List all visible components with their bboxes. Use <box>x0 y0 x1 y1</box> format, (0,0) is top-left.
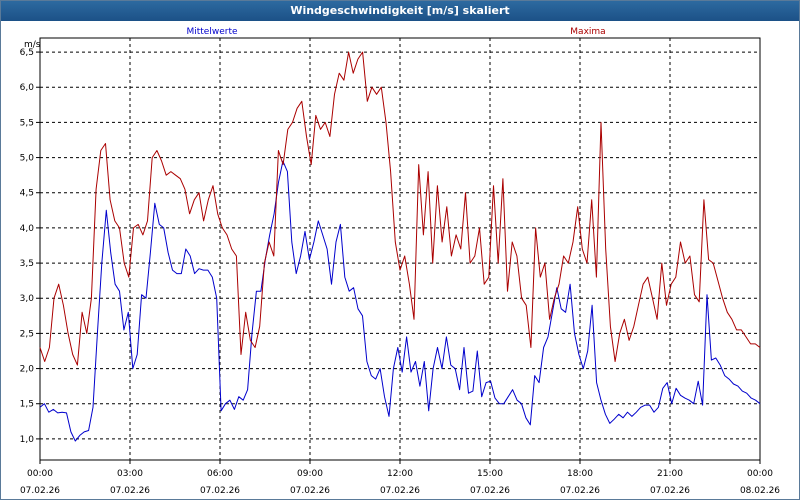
x-tick-date-label: 07.02.26 <box>470 486 510 496</box>
x-tick-date-label: 07.02.26 <box>650 486 690 496</box>
grid <box>40 38 760 460</box>
legend-maxima: Maxima <box>570 27 605 37</box>
y-tick-label: 1,5 <box>20 400 34 410</box>
x-tick-time-label: 21:00 <box>657 469 683 479</box>
x-tick-date-label: 07.02.26 <box>380 486 420 496</box>
y-tick-label: 3,0 <box>20 294 35 304</box>
y-axis-label: m/s <box>24 40 41 50</box>
series-line-mittelwerte <box>39 160 761 442</box>
x-tick-date-label: 07.02.26 <box>20 486 60 496</box>
y-tick-label: 4,5 <box>20 189 34 199</box>
series-line-maxima <box>39 51 761 366</box>
x-tick-time-label: 00:00 <box>747 469 773 479</box>
y-tick-label: 3,5 <box>20 259 34 269</box>
y-tick-label: 6,5 <box>20 48 34 58</box>
legend-mittelwerte: Mittelwerte <box>186 27 237 37</box>
x-tick-time-label: 18:00 <box>567 469 593 479</box>
x-tick-date-label: 07.02.26 <box>560 486 600 496</box>
y-tick-label: 4,0 <box>20 224 35 234</box>
x-tick-time-label: 12:00 <box>387 469 413 479</box>
y-tick-label: 2,0 <box>20 365 35 375</box>
x-tick-time-label: 06:00 <box>207 469 233 479</box>
x-tick-date-label: 07.02.26 <box>110 486 150 496</box>
x-tick-time-label: 09:00 <box>297 469 323 479</box>
chart-title: Windgeschwindigkeit [m/s] skaliert <box>1 1 799 21</box>
y-tick-label: 5,0 <box>20 154 35 164</box>
y-tick-label: 1,0 <box>20 435 35 445</box>
x-tick-time-label: 03:00 <box>117 469 143 479</box>
x-tick-date-label: 07.02.26 <box>290 486 330 496</box>
x-tick-time-label: 15:00 <box>477 469 503 479</box>
y-tick-label: 5,5 <box>20 118 34 128</box>
y-tick-label: 6,0 <box>20 83 35 93</box>
x-tick-date-label: 07.02.26 <box>200 486 240 496</box>
y-axis-ticks: 1,0 1,5 2,0 2,5 3,0 3,5 4,0 4,5 5,0 5,5 6,0 6,5 <box>20 48 40 445</box>
y-tick-label: 2,5 <box>20 329 34 339</box>
x-axis-ticks: 00:00 07.02.26 03:00 07.02.26 06:00 07.02.26 0… <box>20 460 780 496</box>
x-tick-time-label: 00:00 <box>27 469 53 479</box>
series <box>39 51 761 442</box>
x-tick-date-label: 08.02.26 <box>740 486 780 496</box>
